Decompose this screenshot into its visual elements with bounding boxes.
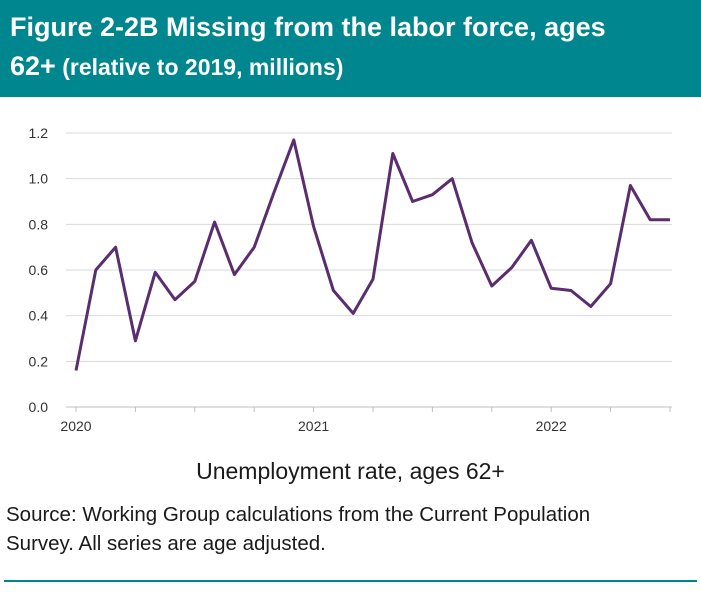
y-tick-label: 0.2	[29, 353, 49, 369]
y-tick-label: 0.6	[29, 262, 49, 278]
y-axis-ticks: 0.0 0.2 0.4 0.6 0.8 1.0 1.2	[29, 125, 49, 415]
bottom-divider	[4, 580, 697, 582]
y-tick-label: 0.0	[29, 399, 49, 415]
chart-header: Figure 2-2B Missing from the labor force…	[0, 0, 701, 97]
x-axis-tick-marks	[75, 407, 671, 412]
x-axis-label: Unemployment rate, ages 62+	[196, 458, 505, 484]
x-axis-ticks: 2020 2021 2022	[60, 418, 567, 434]
y-tick-label: 0.4	[29, 308, 49, 324]
line-chart: 0.0 0.2 0.4 0.6 0.8 1.0 1.2 2020 2021 2022	[29, 125, 672, 434]
x-tick-label: 2021	[298, 418, 329, 434]
chart-title: Figure 2-2B Missing from the labor force…	[10, 8, 691, 87]
title-sub: (relative to 2019, millions)	[55, 54, 344, 80]
y-tick-label: 1.2	[29, 125, 49, 141]
grid-lines	[66, 132, 672, 362]
x-tick-label: 2020	[60, 418, 91, 434]
series-layer	[74, 138, 670, 371]
y-tick-label: 0.8	[29, 216, 49, 232]
title-line2: 62+	[10, 51, 56, 81]
x-tick-label: 2022	[536, 418, 567, 434]
source-note: Source: Working Group calculations from …	[6, 503, 591, 555]
y-tick-label: 1.0	[29, 171, 49, 187]
title-main: Figure 2-2B Missing from the labor force…	[10, 12, 606, 42]
series-line-0	[74, 138, 670, 371]
